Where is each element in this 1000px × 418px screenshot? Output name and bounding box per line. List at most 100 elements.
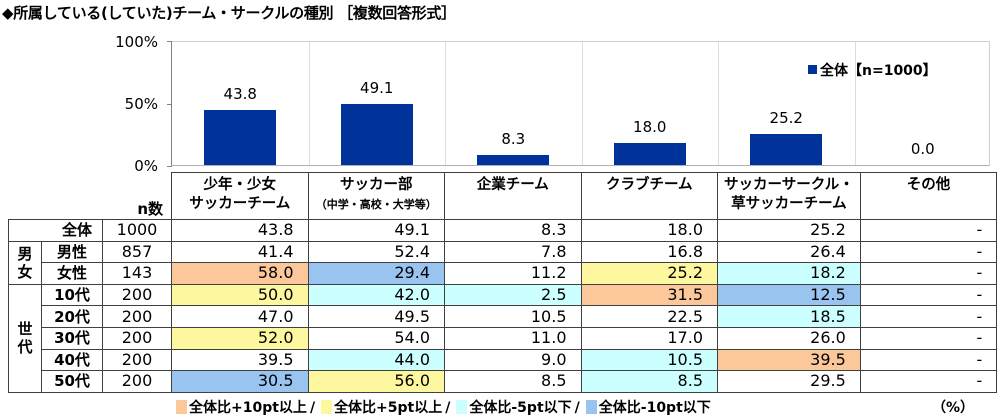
table-row: 女性 143 58.0 29.4 11.2 25.2 18.2- bbox=[9, 262, 998, 285]
value-cell: 12.5 bbox=[717, 283, 861, 307]
unit-label: （%） bbox=[932, 400, 975, 416]
highlight-label: 全体比-5pt以下 bbox=[469, 400, 572, 416]
value-cell: 52.0 bbox=[171, 326, 309, 350]
value-cell: 17.0 bbox=[580, 326, 718, 350]
value-cell: 26.0 bbox=[717, 326, 861, 350]
n-count: 200 bbox=[102, 370, 172, 393]
separator: / bbox=[445, 400, 451, 416]
column-header-line1: サッカーサークル・ bbox=[724, 177, 854, 193]
value-cell: - bbox=[859, 370, 998, 393]
value-cell: - bbox=[859, 326, 998, 350]
value-cell: - bbox=[859, 305, 998, 328]
value-cell: 50.0 bbox=[171, 283, 309, 307]
value-cell: 26.4 bbox=[717, 240, 861, 264]
bar bbox=[340, 103, 413, 165]
n-count: 200 bbox=[102, 348, 172, 372]
value-cell: 39.5 bbox=[171, 348, 309, 372]
value-cell: 49.1 bbox=[307, 219, 445, 242]
n-count: 1000 bbox=[102, 219, 172, 242]
column-header-line1: その他 bbox=[906, 177, 951, 193]
value-cell: - bbox=[859, 348, 998, 372]
table-row: 40代 200 39.5 44.0 9.0 10.5 39.5- bbox=[9, 348, 998, 372]
bar bbox=[204, 110, 277, 165]
value-cell: 10.5 bbox=[580, 348, 718, 372]
value-cell: 31.5 bbox=[580, 283, 718, 307]
category-gridline bbox=[581, 42, 583, 165]
column-header-line2: 草サッカーチーム bbox=[731, 196, 847, 212]
value-cell: 2.5 bbox=[444, 283, 582, 307]
table-row: 20代 200 47.0 49.5 10.5 22.5 18.5- bbox=[9, 305, 998, 328]
table-row: 男女男性 857 41.4 52.4 7.8 16.8 26.4- bbox=[8, 240, 998, 285]
bar-value-label: 0.0 bbox=[910, 140, 935, 158]
column-header: 少年・少女 サッカーチーム bbox=[171, 172, 309, 220]
table-row: 50代 200 30.5 56.0 8.5 8.5 29.5- bbox=[9, 370, 998, 393]
value-cell: 56.0 bbox=[307, 370, 445, 393]
category-gridline bbox=[854, 42, 856, 165]
n-count: 143 bbox=[102, 262, 172, 285]
crosstab-table: n数 少年・少女 サッカーチーム サッカー部 （中学・高校・大学等） 企業チーム クラブチ… bbox=[8, 172, 998, 393]
value-cell: 25.2 bbox=[717, 219, 861, 242]
group-label-gender: 男女 bbox=[8, 240, 42, 285]
n-count: 857 bbox=[102, 240, 172, 264]
value-cell: 18.5 bbox=[717, 305, 861, 328]
bar-value-label: 43.8 bbox=[223, 85, 257, 104]
bar bbox=[477, 154, 550, 165]
category-gridline bbox=[308, 42, 310, 165]
tick-mark bbox=[167, 41, 172, 42]
highlight-swatch bbox=[321, 400, 333, 414]
table-row: 世代 10代 200 50.0 42.0 2.5 31.5 12.5- bbox=[8, 283, 998, 393]
value-cell: 43.8 bbox=[171, 219, 309, 242]
chart-title: ◆所属している(していた)チーム・サークルの種別 ［複数回答形式］ bbox=[2, 4, 456, 22]
column-header-line1: 企業チーム bbox=[476, 177, 549, 193]
value-cell: 8.5 bbox=[444, 370, 582, 393]
table-header-row: n数 少年・少女 サッカーチーム サッカー部 （中学・高校・大学等） 企業チーム クラブチ… bbox=[8, 172, 998, 220]
column-header-line1: クラブチーム bbox=[605, 177, 693, 193]
value-cell: 18.0 bbox=[580, 219, 718, 242]
category-gridline bbox=[718, 42, 719, 165]
highlight-swatch bbox=[456, 400, 468, 414]
value-cell: - bbox=[859, 262, 998, 285]
column-header: その他 bbox=[859, 172, 998, 220]
n-header: n数 bbox=[102, 172, 172, 220]
value-cell: 18.2 bbox=[717, 262, 861, 285]
bar-chart-plot-area: 43.8 49.1 8.3 18.0 25.2 0.0 bbox=[167, 41, 990, 167]
value-cell: 22.5 bbox=[580, 305, 718, 328]
separator: / bbox=[574, 400, 580, 416]
header-blank bbox=[8, 172, 103, 220]
bar-value-label: 18.0 bbox=[633, 117, 667, 136]
legend-label: 全体【n=1000】 bbox=[820, 63, 937, 79]
row-label: 50代 bbox=[41, 370, 103, 393]
highlight-swatch bbox=[176, 400, 187, 414]
tick-mark bbox=[167, 104, 172, 105]
value-cell: 41.4 bbox=[171, 240, 309, 264]
bar bbox=[750, 133, 823, 165]
n-count: 200 bbox=[102, 305, 172, 328]
value-cell: - bbox=[859, 283, 998, 307]
row-label: 全体 bbox=[8, 219, 103, 242]
y-tick-100: 100% bbox=[115, 33, 158, 51]
value-cell: 52.4 bbox=[307, 240, 445, 264]
value-cell: 9.0 bbox=[444, 348, 582, 372]
column-header: サッカーサークル・ 草サッカーチーム bbox=[717, 172, 861, 220]
column-header: 企業チーム bbox=[444, 172, 582, 220]
value-cell: 16.8 bbox=[580, 240, 718, 264]
value-cell: 8.5 bbox=[580, 370, 718, 393]
value-cell: 49.5 bbox=[307, 305, 445, 328]
table-row: 全体 1000 43.8 49.1 8.3 18.0 25.2- bbox=[8, 219, 998, 242]
column-header-line2: （中学・高校・大学等） bbox=[315, 198, 437, 211]
value-cell: 39.5 bbox=[717, 348, 861, 372]
row-label: 40代 bbox=[41, 348, 103, 372]
bar-value-label: 8.3 bbox=[501, 129, 526, 148]
column-header-line2: サッカーチーム bbox=[189, 196, 291, 212]
row-label: 10代 bbox=[41, 283, 103, 307]
row-label: 20代 bbox=[41, 305, 103, 328]
chart-legend: 全体【n=1000】 bbox=[808, 60, 937, 80]
n-count: 200 bbox=[102, 283, 172, 307]
value-cell: 25.2 bbox=[580, 262, 718, 285]
highlight-swatch bbox=[585, 400, 597, 414]
value-cell: - bbox=[859, 219, 998, 242]
highlight-label: 全体比+5pt以上 bbox=[334, 400, 443, 416]
column-header: サッカー部 （中学・高校・大学等） bbox=[307, 172, 445, 220]
y-tick-0: 0% bbox=[134, 157, 158, 175]
value-cell: 10.5 bbox=[444, 305, 582, 328]
